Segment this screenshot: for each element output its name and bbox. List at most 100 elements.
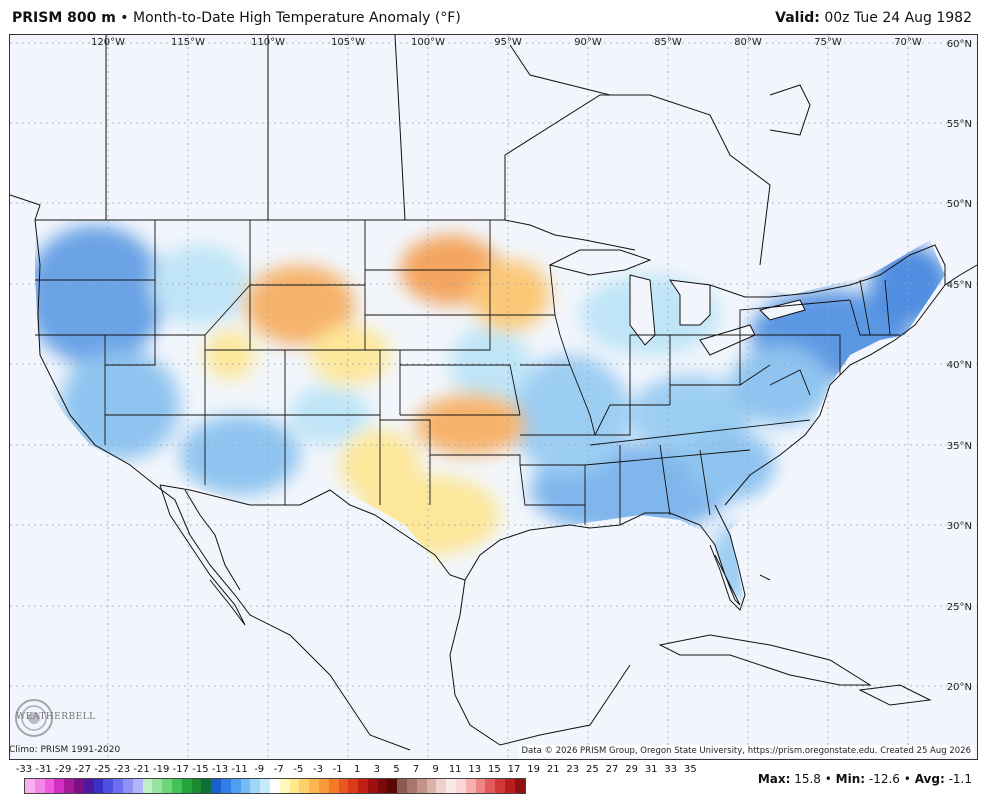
legend-swatch bbox=[309, 779, 319, 793]
legend-swatch bbox=[93, 779, 104, 793]
legend-label: 27 bbox=[605, 764, 619, 775]
legend-swatch bbox=[54, 779, 65, 793]
legend-label: -5 bbox=[293, 764, 304, 775]
legend-label: -19 bbox=[153, 764, 170, 775]
legend-swatch bbox=[25, 779, 35, 793]
legend-swatch bbox=[358, 779, 368, 793]
state-lines bbox=[35, 220, 900, 525]
legend-label: -9 bbox=[254, 764, 265, 775]
legend-label: -3 bbox=[313, 764, 323, 775]
lon-label: 110°W bbox=[251, 37, 285, 48]
lat-label: 55°N bbox=[947, 119, 972, 130]
legend-swatch bbox=[436, 779, 447, 793]
legend-label: -11 bbox=[231, 764, 248, 775]
legend-label: -29 bbox=[55, 764, 72, 775]
legend-label: 23 bbox=[566, 764, 580, 775]
stats-summary: Max: 15.8 • Min: -12.6 • Avg: -1.1 bbox=[758, 772, 972, 786]
lon-label: 75°W bbox=[814, 37, 842, 48]
legend-swatch bbox=[465, 779, 476, 793]
legend-label: -15 bbox=[192, 764, 209, 775]
legend-swatch bbox=[367, 779, 378, 793]
legend-label: 33 bbox=[664, 764, 678, 775]
legend-label: -17 bbox=[172, 764, 189, 775]
legend-label: -1 bbox=[332, 764, 343, 775]
map-canvas[interactable]: 120°W 115°W 110°W 105°W 100°W 95°W 90°W 85°W 80°… bbox=[10, 35, 977, 759]
climo-note: Climo: PRISM 1991-2020 bbox=[9, 745, 121, 755]
graticule bbox=[10, 35, 977, 759]
legend-label: 7 bbox=[412, 764, 420, 775]
lat-label: 50°N bbox=[947, 199, 972, 210]
legend-label: -27 bbox=[74, 764, 91, 775]
lon-label: 115°W bbox=[171, 37, 205, 48]
legend-label: 15 bbox=[488, 764, 501, 775]
min-label: Min: bbox=[835, 772, 866, 786]
legend-swatch bbox=[64, 779, 74, 793]
legend-swatch bbox=[505, 779, 515, 793]
lat-label: 35°N bbox=[947, 441, 972, 452]
legend-swatch bbox=[318, 779, 329, 793]
legend-label: 17 bbox=[507, 764, 521, 775]
title-product: PRISM 800 m bbox=[12, 10, 116, 26]
legend-label: 25 bbox=[586, 764, 599, 775]
legend-swatch bbox=[387, 779, 398, 793]
lat-label: 30°N bbox=[947, 521, 972, 532]
legend-label: 31 bbox=[644, 764, 658, 775]
legend-swatch bbox=[446, 779, 457, 793]
legend-swatch bbox=[269, 779, 280, 793]
legend-label: -31 bbox=[35, 764, 52, 775]
legend-label: -13 bbox=[211, 764, 229, 775]
legend-label: 1 bbox=[354, 764, 361, 775]
lon-label: 80°W bbox=[734, 37, 762, 48]
legend-swatch bbox=[83, 779, 94, 793]
legend-label: -21 bbox=[133, 764, 150, 775]
stats-sep-1: • bbox=[824, 772, 832, 786]
logo-text: WEATHERBELL bbox=[16, 712, 96, 722]
legend-label: -7 bbox=[273, 764, 284, 775]
legend-swatch bbox=[475, 779, 486, 793]
legend-swatch bbox=[44, 779, 55, 793]
legend-swatch bbox=[397, 779, 408, 793]
legend-swatch bbox=[485, 779, 496, 793]
lat-labels: 60°N 55°N 50°N 45°N 40°N 35°N 30°N 25°N 20°N bbox=[947, 39, 972, 693]
max-label: Max: bbox=[757, 772, 791, 786]
legend-swatch bbox=[240, 779, 251, 793]
lon-label: 85°W bbox=[654, 37, 682, 48]
legend-swatch bbox=[181, 779, 192, 793]
avg-value: -1.1 bbox=[944, 772, 972, 786]
legend-label: 13 bbox=[468, 764, 482, 775]
legend-swatch bbox=[132, 779, 143, 793]
map-panel[interactable]: 120°W 115°W 110°W 105°W 100°W 95°W 90°W 85°W 80°… bbox=[9, 34, 978, 760]
valid-time: Valid: 00z Tue 24 Aug 1982 bbox=[775, 10, 972, 26]
color-legend: -33 -31 -29 -27 -25 -23 -21 -19 -17 -15 -13 -11 -9 -7… bbox=[14, 764, 704, 798]
boundaries bbox=[10, 35, 977, 751]
lon-label: 70°W bbox=[894, 37, 922, 48]
weatherbell-logo bbox=[12, 696, 102, 740]
legend-swatch bbox=[338, 779, 349, 793]
legend-swatch bbox=[289, 779, 300, 793]
legend-label: -33 bbox=[15, 764, 33, 775]
lon-label: 120°W bbox=[91, 37, 125, 48]
legend-color-bar bbox=[24, 778, 526, 794]
legend-label: 21 bbox=[546, 764, 560, 775]
legend-swatch bbox=[279, 779, 290, 793]
legend-swatch bbox=[113, 779, 123, 793]
legend-swatch bbox=[495, 779, 506, 793]
legend-swatch bbox=[152, 779, 163, 793]
lat-label: 40°N bbox=[947, 360, 972, 371]
legend-swatch bbox=[514, 779, 525, 793]
lon-label: 105°W bbox=[331, 37, 365, 48]
legend-swatch bbox=[348, 779, 359, 793]
lat-label: 20°N bbox=[947, 682, 972, 693]
min-value: -12.6 bbox=[865, 772, 900, 786]
legend-swatch bbox=[73, 779, 84, 793]
legend-swatch bbox=[122, 779, 133, 793]
legend-label: 3 bbox=[373, 764, 380, 775]
title-description: • Month-to-Date High Temperature Anomaly… bbox=[115, 10, 461, 26]
legend-swatch bbox=[230, 779, 241, 793]
legend-swatch bbox=[377, 779, 388, 793]
lat-label: 45°N bbox=[947, 280, 972, 291]
lat-label: 60°N bbox=[947, 39, 972, 50]
lon-labels: 120°W 115°W 110°W 105°W 100°W 95°W 90°W 85°W 80°… bbox=[91, 37, 922, 48]
legend-swatch bbox=[34, 779, 45, 793]
legend-swatch bbox=[260, 779, 270, 793]
